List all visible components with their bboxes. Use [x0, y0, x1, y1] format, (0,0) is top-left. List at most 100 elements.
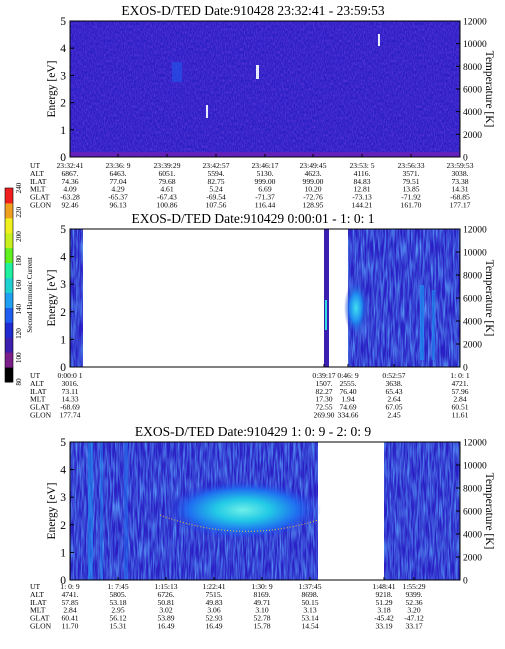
ytick-label: 2 — [60, 307, 66, 319]
ytick-label: 3 — [60, 70, 66, 82]
panel-2: EXOS-D/TED Date:910429 0:00:01 - 1: 0: 1… — [30, 211, 495, 420]
ephemeris-value: 17.30 — [315, 395, 332, 404]
ephemeris-value: 67.05 — [385, 403, 402, 412]
ephemeris-row-label: GLAT — [30, 403, 50, 412]
ephemeris-value: 999.00 — [303, 177, 324, 186]
ytick-label: 3 — [60, 279, 66, 291]
ephemeris-value: 4.09 — [63, 185, 76, 194]
ephemeris-value: 16.49 — [157, 622, 174, 631]
ephemeris-value: 84.83 — [353, 177, 370, 186]
ephemeris-value: 50.81 — [157, 598, 174, 607]
ephemeris-value: 2.84 — [453, 395, 466, 404]
ytick-label: 2 — [60, 98, 66, 110]
ephemeris-value: -71.92 — [401, 193, 421, 202]
ephemeris-value: 4116. — [354, 169, 371, 178]
y2tick-label: 0 — [463, 364, 468, 374]
y2tick-label: 10000 — [463, 462, 487, 472]
panel-3-title: EXOS-D/TED Date:910429 1: 0: 9 - 2: 0: 9 — [135, 424, 371, 439]
ephemeris-value: 5805. — [109, 590, 126, 599]
ephemeris-value: 52.78 — [253, 614, 270, 623]
ephemeris-row-label: GLON — [30, 411, 52, 420]
ephemeris-value: 11.61 — [452, 411, 469, 420]
ephemeris-value: 77.04 — [109, 177, 126, 186]
ephemeris-value: 60.51 — [451, 403, 468, 412]
ephemeris-value: 1:55:29 — [402, 582, 425, 591]
y2tick-label: 6000 — [463, 295, 482, 305]
ephemeris-value: 23:53: 5 — [349, 161, 374, 170]
ephemeris-value: 11.70 — [62, 622, 79, 631]
panel-3-stripe — [100, 442, 103, 580]
panel-3-temperature-trace — [159, 514, 319, 532]
ephemeris-value: 74.69 — [339, 403, 356, 412]
ephemeris-value: 50.15 — [301, 598, 318, 607]
ephemeris-value: 15.78 — [253, 622, 270, 631]
ephemeris-value: 5.24 — [209, 185, 222, 194]
colorbar-swatch — [5, 307, 13, 323]
ephemeris-value: 76.40 — [339, 387, 356, 396]
ytick-label: 0 — [60, 152, 66, 164]
ephemeris-value: 4623. — [304, 169, 321, 178]
ephemeris-value: 1:30: 9 — [251, 582, 273, 591]
colorbar-tick-label: 200 — [15, 231, 23, 242]
ephemeris-row-label: GLAT — [30, 614, 50, 623]
ephemeris-value: 79.68 — [158, 177, 175, 186]
ephemeris-value: 177.17 — [450, 201, 471, 210]
ephemeris-value: 73.38 — [451, 177, 468, 186]
ytick-label: 4 — [60, 43, 66, 55]
ephemeris-value: 23:56:33 — [397, 161, 424, 170]
panel-1-texture — [70, 21, 460, 157]
ephemeris-value: 73.11 — [62, 387, 79, 396]
ephemeris-value: 1: 0: 1 — [450, 371, 470, 380]
y2tick-label: 4000 — [463, 108, 482, 118]
ephemeris-value: 3571. — [402, 169, 419, 178]
ytick-label: 1 — [60, 334, 66, 346]
ephemeris-row-label: UT — [30, 582, 40, 591]
ephemeris-value: 65.43 — [385, 387, 402, 396]
ephemeris-value: -68.69 — [60, 403, 80, 412]
ephemeris-value: 60.41 — [61, 614, 78, 623]
ephemeris-value: 3016. — [61, 379, 78, 388]
ephemeris-value: 6726. — [157, 590, 174, 599]
ephemeris-value: 0:52:57 — [382, 371, 405, 380]
colorbar-tick-label: 80 — [15, 378, 23, 386]
panel-1-y2label: Temperature [K] — [483, 51, 495, 128]
colorbar-swatch — [5, 292, 13, 308]
ephemeris-row-label: MLT — [30, 395, 46, 404]
ephemeris-row-label: ALT — [30, 590, 44, 599]
panel-2-title: EXOS-D/TED Date:910429 0:00:01 - 1: 0: 1 — [132, 211, 375, 226]
ephemeris-value: 23:42:57 — [202, 161, 229, 170]
ephemeris-value: 16.49 — [205, 622, 222, 631]
panel-2-data-segment — [324, 229, 329, 367]
colorbar-swatch — [5, 188, 13, 204]
ephemeris-value: -47.12 — [404, 614, 424, 623]
y2tick-label: 10000 — [463, 40, 487, 50]
panel-1: EXOS-D/TED Date:910428 23:32:41 - 23:59:… — [30, 3, 495, 210]
ephemeris-value: 177.74 — [60, 411, 81, 420]
ephemeris-value: 23:39:29 — [153, 161, 180, 170]
ytick-label: 3 — [60, 492, 66, 504]
panel-3-data-texture — [384, 442, 460, 580]
ephemeris-value: 144.21 — [352, 201, 373, 210]
ephemeris-value: 8169. — [253, 590, 270, 599]
colorbar-swatch — [5, 262, 13, 279]
panel-1-patch — [172, 62, 182, 82]
ephemeris-value: 15.31 — [109, 622, 126, 631]
ephemeris-value: 161.70 — [401, 201, 422, 210]
y2tick-label: 6000 — [463, 86, 482, 96]
ephemeris-value: 8698. — [301, 590, 318, 599]
panel-2-stripe — [420, 285, 424, 360]
ephemeris-value: 2.95 — [111, 606, 124, 615]
ephemeris-value: 5594. — [207, 169, 224, 178]
y2tick-label: 0 — [463, 577, 468, 587]
ephemeris-value: 72.55 — [315, 403, 332, 412]
panel-3-stripe — [124, 442, 128, 580]
panel-3-y2label: Temperature [K] — [483, 473, 495, 550]
colorbar-swatch — [5, 247, 13, 264]
y2tick-label: 12000 — [463, 226, 487, 236]
ephemeris-row-label: ALT — [30, 379, 44, 388]
ephemeris-value: 53.89 — [157, 614, 174, 623]
ephemeris-value: -68.85 — [450, 193, 470, 202]
ephemeris-value: 49.71 — [253, 598, 270, 607]
